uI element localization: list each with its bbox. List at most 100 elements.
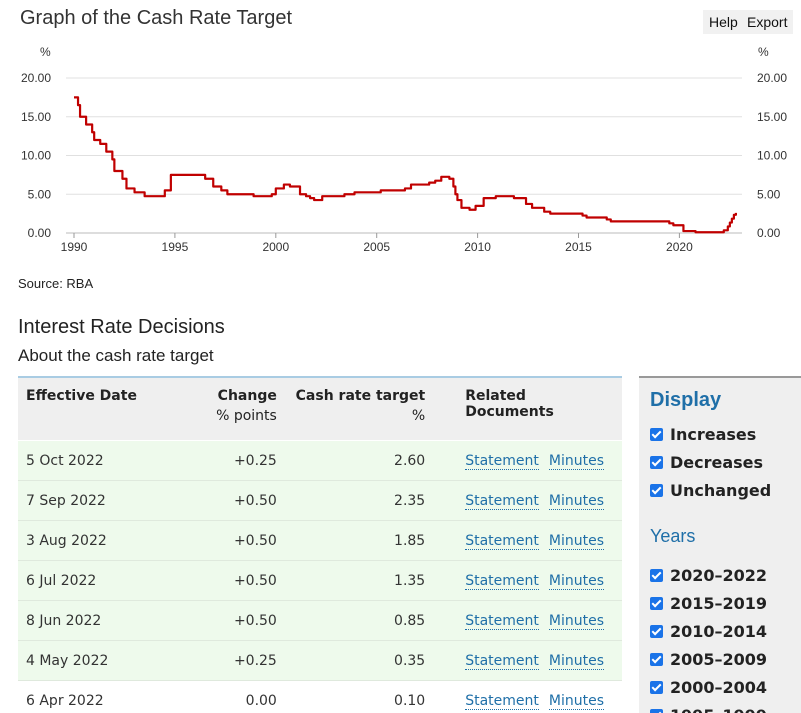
statement-link[interactable]: Statement [465,613,539,630]
checkbox-checked-icon[interactable] [650,569,663,582]
cell-documents: Statement Minutes [433,521,622,561]
header-cash-rate[interactable]: Cash rate target% [285,378,433,441]
statement-link[interactable]: Statement [465,453,539,470]
year-option[interactable]: 2020–2022 [650,566,767,585]
minutes-link[interactable]: Minutes [549,613,604,630]
years-heading: Years [650,526,695,547]
cell-date: 6 Jul 2022 [18,561,173,601]
year-option[interactable]: 1995–1999 [650,706,767,713]
year-option[interactable]: 2015–2019 [650,594,767,613]
minutes-link[interactable]: Minutes [549,693,604,710]
cell-date: 5 Oct 2022 [18,441,173,481]
help-button[interactable]: Help [703,10,744,34]
checkbox-checked-icon[interactable] [650,625,663,638]
y-axis-unit-right: % [758,45,769,59]
checkbox-checked-icon[interactable] [650,456,663,469]
cell-documents: Statement Minutes [433,441,622,481]
header-effective-date[interactable]: Effective Date [18,378,173,441]
checkbox-checked-icon[interactable] [650,428,663,441]
cell-date: 7 Sep 2022 [18,481,173,521]
checkbox-checked-icon[interactable] [650,709,663,713]
chart-source: Source: RBA [18,276,93,291]
display-option-decreases[interactable]: Decreases [650,453,763,472]
cell-rate: 0.35 [285,641,433,681]
cell-rate: 2.60 [285,441,433,481]
minutes-link[interactable]: Minutes [549,533,604,550]
filter-panel: Display Increases Decreases Unchanged Year… [639,376,801,713]
display-heading: Display [650,389,721,412]
header-change[interactable]: Change% points [173,378,285,441]
year-option[interactable]: 2005–2009 [650,650,767,669]
x-tick-label: 2005 [363,240,390,254]
y-tick-label-right: 10.00 [757,149,787,163]
checkbox-checked-icon[interactable] [650,597,663,610]
cell-rate: 1.35 [285,561,433,601]
cell-change: +0.50 [173,561,285,601]
cell-documents: Statement Minutes [433,681,622,713]
cash-rate-series-line [74,97,736,232]
minutes-link[interactable]: Minutes [549,453,604,470]
statement-link[interactable]: Statement [465,653,539,670]
year-option-label: 2015–2019 [670,594,767,613]
statement-link[interactable]: Statement [465,573,539,590]
year-option[interactable]: 2000–2004 [650,678,767,697]
table-header-row: Effective Date Change% points Cash rate … [18,378,622,441]
cell-change: 0.00 [173,681,285,713]
y-tick-label-right: 0.00 [757,226,781,240]
export-button[interactable]: Export [741,10,793,34]
minutes-link[interactable]: Minutes [549,573,604,590]
minutes-link[interactable]: Minutes [549,493,604,510]
cell-date: 8 Jun 2022 [18,601,173,641]
y-tick-label-right: 20.00 [757,71,787,85]
y-tick-label-left: 10.00 [21,149,51,163]
y-tick-label-left: 20.00 [21,71,51,85]
display-option-label: Unchanged [670,481,771,500]
minutes-link[interactable]: Minutes [549,653,604,670]
y-tick-label-right: 5.00 [757,187,781,201]
x-tick-label: 1990 [61,240,88,254]
header-change-unit: % points [181,408,277,424]
year-option[interactable]: 2010–2014 [650,622,767,641]
cell-documents: Statement Minutes [433,641,622,681]
display-option-unchanged[interactable]: Unchanged [650,481,771,500]
decisions-table: Effective Date Change% points Cash rate … [18,378,622,713]
x-tick-label: 2015 [565,240,592,254]
cell-documents: Statement Minutes [433,481,622,521]
x-tick-label: 2000 [262,240,289,254]
section-heading: Interest Rate Decisions [18,316,225,339]
display-option-increases[interactable]: Increases [650,425,756,444]
cell-change: +0.50 [173,481,285,521]
cell-rate: 0.10 [285,681,433,713]
display-option-label: Decreases [670,453,763,472]
checkbox-checked-icon[interactable] [650,653,663,666]
cell-documents: Statement Minutes [433,561,622,601]
header-related-documents: Related Documents [433,378,622,441]
cell-rate: 2.35 [285,481,433,521]
header-rate-unit: % [293,408,425,424]
cell-rate: 0.85 [285,601,433,641]
chart-title: Graph of the Cash Rate Target [20,7,292,30]
cell-documents: Statement Minutes [433,601,622,641]
cell-change: +0.25 [173,441,285,481]
cell-date: 4 May 2022 [18,641,173,681]
cell-change: +0.50 [173,601,285,641]
checkbox-checked-icon[interactable] [650,681,663,694]
statement-link[interactable]: Statement [465,693,539,710]
cell-change: +0.50 [173,521,285,561]
statement-link[interactable]: Statement [465,533,539,550]
statement-link[interactable]: Statement [465,493,539,510]
year-option-label: 2005–2009 [670,650,767,669]
y-axis-unit-left: % [40,45,51,59]
cell-rate: 1.85 [285,521,433,561]
cell-date: 6 Apr 2022 [18,681,173,713]
cell-change: +0.25 [173,641,285,681]
checkbox-checked-icon[interactable] [650,484,663,497]
y-tick-label-left: 15.00 [21,110,51,124]
year-option-label: 2020–2022 [670,566,767,585]
y-tick-label-left: 0.00 [28,226,52,240]
